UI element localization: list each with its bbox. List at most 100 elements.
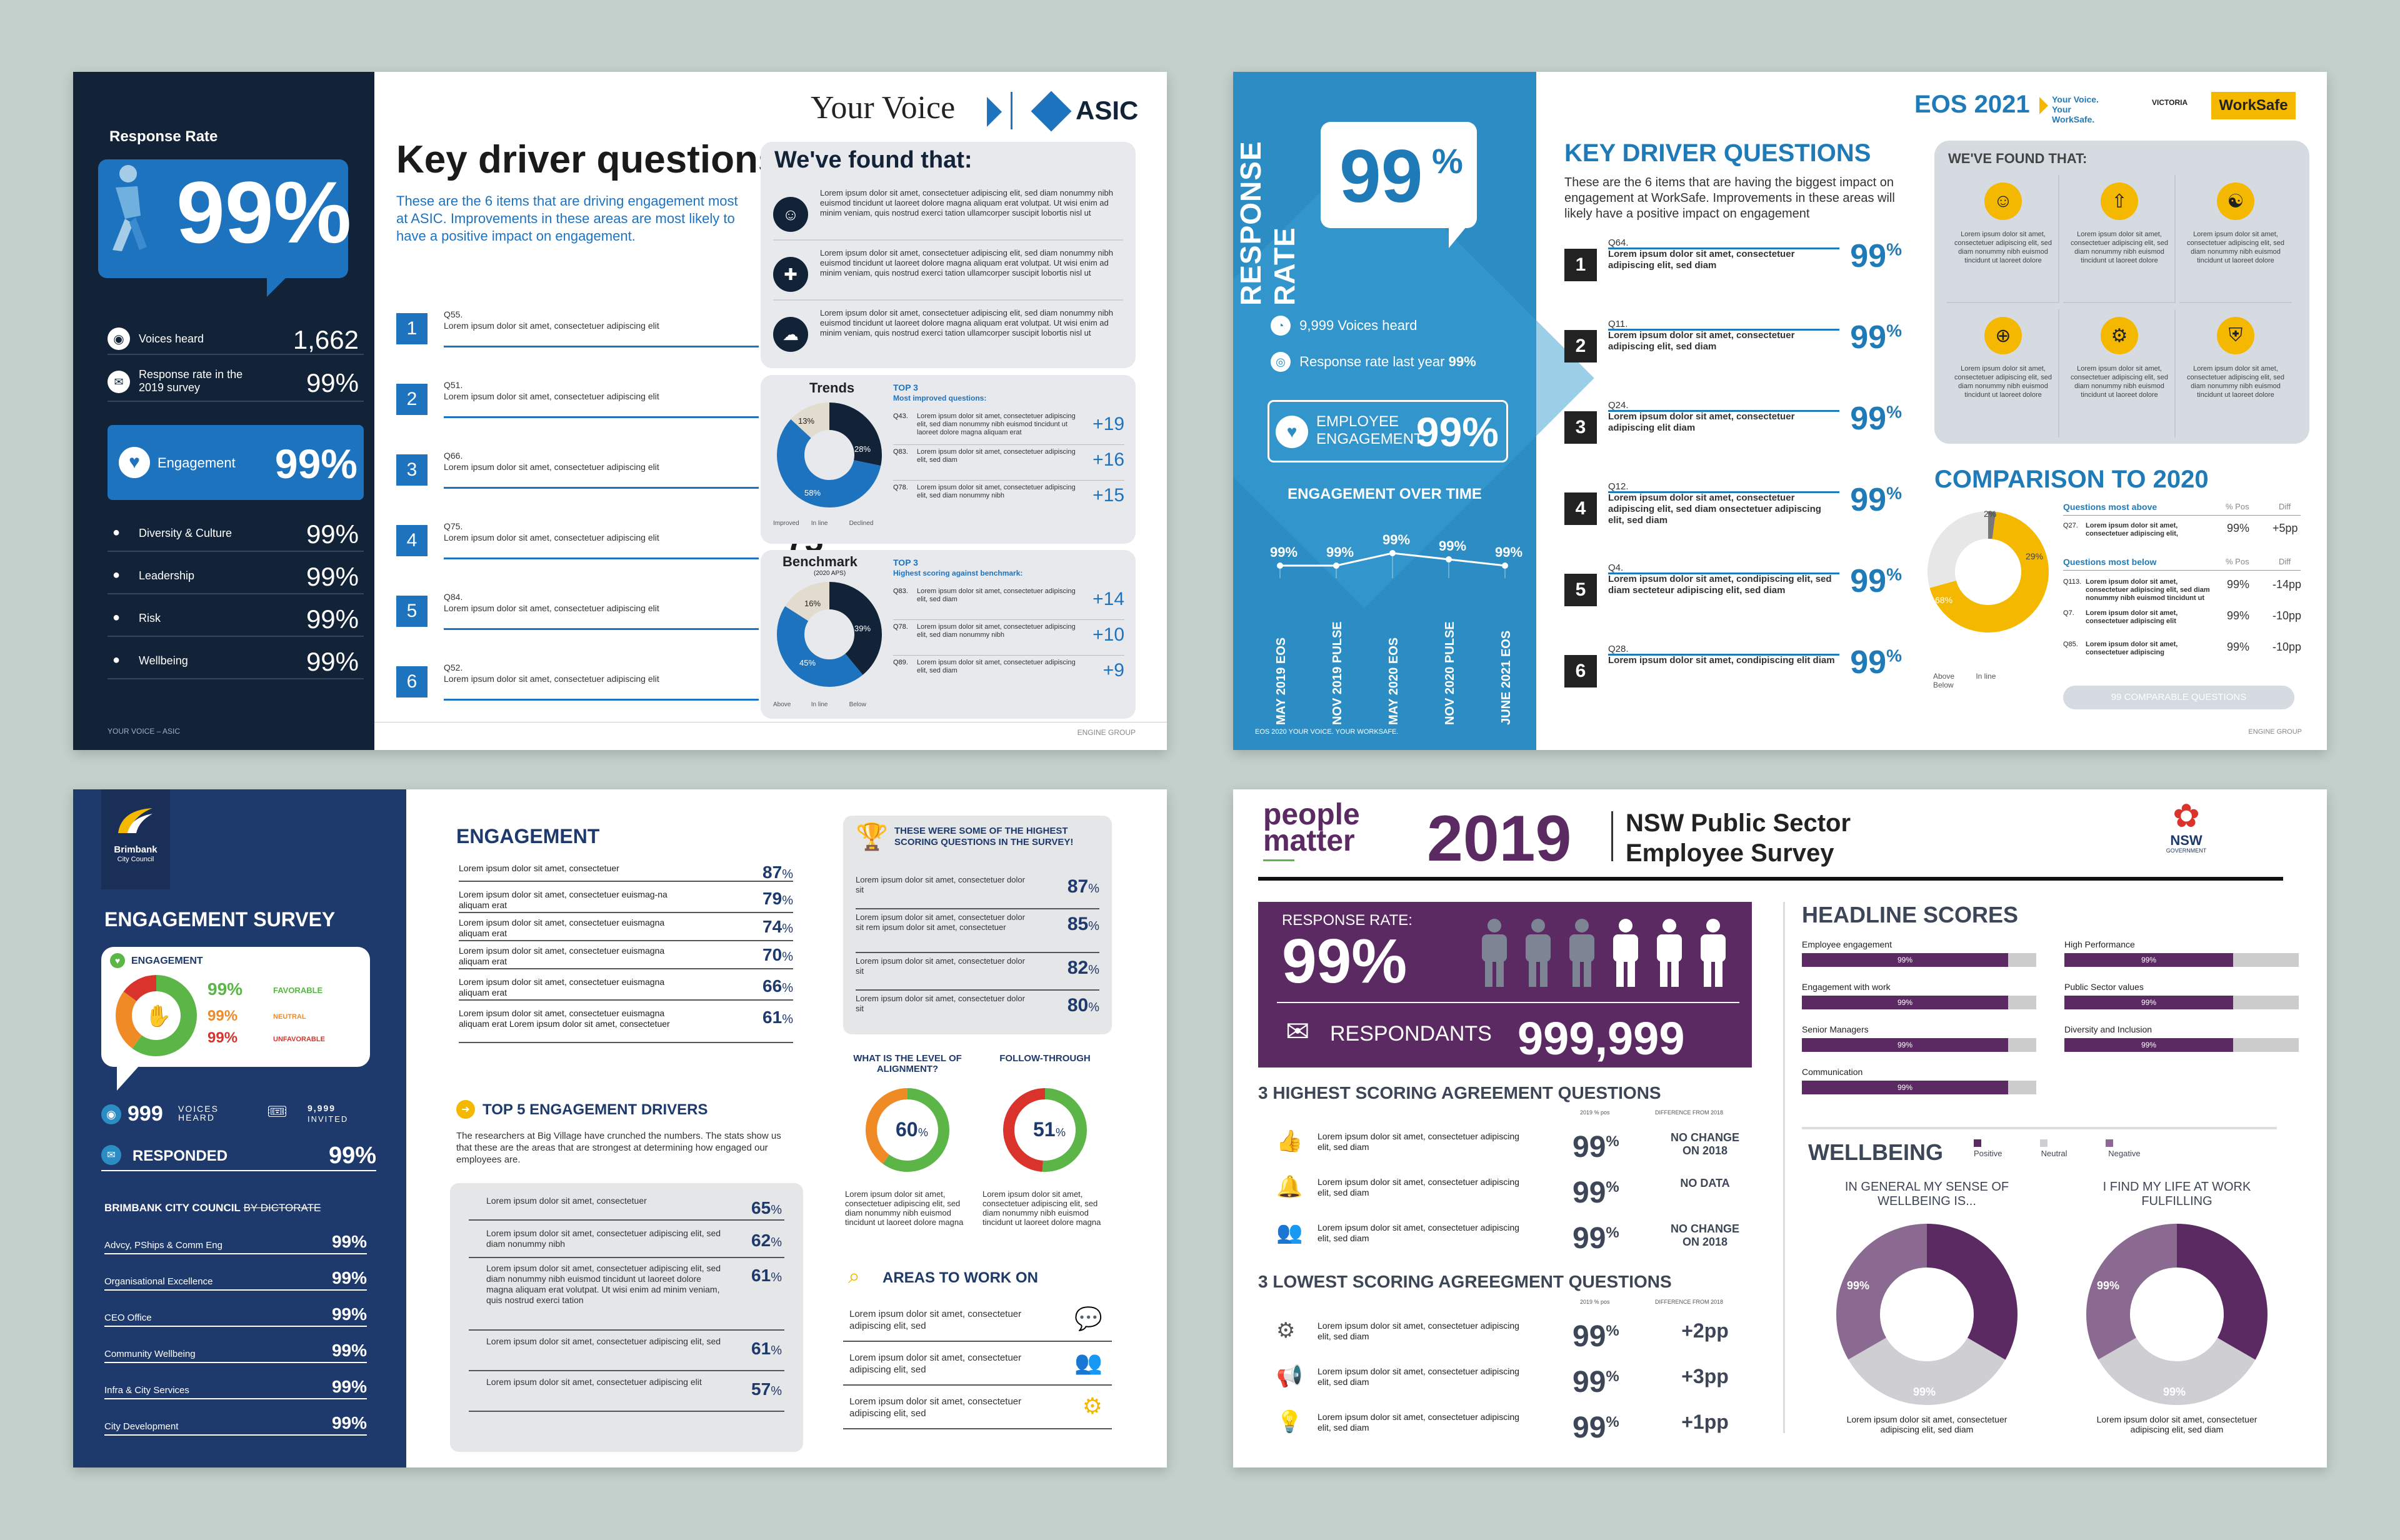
category-label: Diversity & Culture [139, 527, 232, 539]
neutral-value: 99% [208, 1008, 238, 1024]
highest-pct: 82% [1068, 958, 1099, 979]
driver-row: Lorem ipsum dolor sit amet, consectetuer… [469, 1377, 784, 1412]
pct-unit: % [1886, 646, 1902, 666]
big-unit: % [1432, 141, 1463, 181]
comparable-questions-button[interactable]: 99 COMPARABLE QUESTIONS [2063, 686, 2294, 709]
engagement-row: Lorem ipsum dolor sit amet, consectetuer… [459, 977, 793, 1001]
pct-unit: % [1606, 1322, 1619, 1339]
comparison-donut: 2% 68% 29% [1928, 509, 2049, 632]
person-figure-icon [1521, 918, 1556, 987]
headline-label: Employee engagement [1802, 939, 1892, 949]
plus-icon: ✚ [773, 257, 808, 292]
question-text: Lorem ipsum dolor sit amet, consectetuer… [1318, 1412, 1519, 1432]
question-diff: +3pp [1681, 1365, 1729, 1388]
item-delta: +16 [1092, 449, 1124, 470]
follow-unit: % [1056, 1126, 1066, 1139]
wb2-slice [2086, 1224, 2268, 1405]
item-qnum: Q83. [893, 448, 908, 456]
driver-text: Lorem ipsum dolor sit amet, consectetuer… [486, 1336, 721, 1346]
headline-label: Communication [1802, 1067, 1863, 1077]
driver-text: Lorem ipsum dolor sit amet, consectetuer… [444, 462, 659, 472]
headline-bar-fill: 99% [2064, 1038, 2233, 1052]
pct-unit: % [782, 1012, 793, 1026]
found-cell: ⚙ Lorem ipsum dolor sit amet, consectetue… [2063, 309, 2176, 438]
benchmark-slice-label: 45% [799, 658, 816, 668]
headline-label: Diversity and Inclusion [2064, 1024, 2152, 1034]
emp-eng-label: EMPLOYEE ENGAGEMENT [1316, 413, 1423, 448]
driver-pct: 61% [751, 1266, 782, 1286]
follow-slice [1003, 1088, 1087, 1172]
alignment-value: 60 [896, 1118, 918, 1141]
over-time-value: 99% [1270, 544, 1298, 560]
benchmark-slice-label: 39% [854, 624, 871, 633]
driver-text: Lorem ipsum dolor sit amet, condipiscing… [1608, 655, 1835, 666]
stat-value: 1,662 [292, 325, 359, 354]
headline-label: Public Sector values [2064, 982, 2144, 992]
person-figure-icon [1696, 918, 1731, 987]
driver-row: 1 Q64. Lorem ipsum dolor sit amet, consect… [1564, 238, 1902, 294]
drivers-intro: The researchers at Big Village have crun… [456, 1131, 781, 1165]
item-qnum: Q78. [893, 623, 908, 631]
work-item: Lorem ipsum dolor sit amet, consectetuer… [843, 1389, 1112, 1429]
driver-text: Lorem ipsum dolor sit amet, consectetuer… [444, 603, 659, 613]
alignment-unit: % [918, 1126, 928, 1139]
headline-bar: 99% [1802, 953, 2036, 967]
driver-text: Lorem ipsum dolor sit amet, consectetuer… [1608, 411, 1795, 433]
person-figure-icon [1564, 918, 1599, 987]
respondents-value: 999,999 [1518, 1012, 1685, 1064]
benchmark-panel: Benchmark (2020 APS) 39% 45% 16% Above I… [761, 550, 1136, 719]
engagement-row: Lorem ipsum dolor sit amet, consectetuer… [459, 946, 793, 969]
respondents-label: RESPONDANTS [1330, 1022, 1492, 1046]
driver-pct: 99% [1850, 644, 1902, 681]
legend-in-line: In line [811, 520, 828, 527]
comparison-title: COMPARISON TO 2020 [1934, 466, 2209, 493]
found-text: Lorem ipsum dolor sit amet, consectetuer… [820, 308, 1113, 338]
chevron-right-icon [987, 97, 1002, 127]
driver-text: Lorem ipsum dolor sit amet, consectetuer… [444, 321, 659, 331]
worksafe-logo: WorkSafe [2211, 92, 2296, 119]
driver-row: Lorem ipsum dolor sit amet, consectetuer… [469, 1196, 784, 1221]
idea-icon: 💡 [1276, 1410, 1303, 1434]
people-matter-logo: people matter [1263, 800, 1360, 856]
thumbs-up-icon: 👍 [1276, 1129, 1303, 1153]
legend-neutral: Neutral [2041, 1149, 2068, 1158]
driver-pct: 62% [751, 1231, 782, 1251]
headline-bar-fill: 99% [2064, 996, 2233, 1009]
category-row: ● Wellbeing 99% [108, 643, 364, 679]
headline-bar-fill: 99% [1802, 996, 2008, 1009]
col-diff: Diff [2279, 557, 2291, 566]
pct-value: 74 [762, 917, 782, 936]
bell-icon: 🔔 [1276, 1175, 1303, 1199]
driver-text: Lorem ipsum dolor sit amet, consectetuer… [444, 532, 659, 542]
comparison-slice-label: 68% [1935, 595, 1952, 605]
invited-row: 🎟 9,999 INVITED [267, 1102, 392, 1127]
trends-legend: Improved In line Declined [773, 520, 886, 527]
driver-qnum: Q52. [444, 662, 463, 672]
response-rate-value: 99% [176, 163, 352, 261]
highest-text: Lorem ipsum dolor sit amet, consectetuer… [856, 956, 1025, 976]
found-text: Lorem ipsum dolor sit amet, consectetuer… [1954, 365, 2052, 399]
above-title: Questions most above [2063, 502, 2158, 512]
item-qnum: Q113. [2063, 578, 2082, 586]
compare-item: Q27. Lorem ipsum dolor sit amet, consecte… [2063, 519, 2301, 548]
item-delta: +9 [1102, 660, 1124, 681]
driver-number: 3 [396, 454, 428, 486]
bench-top-label: TOP 3 [893, 558, 918, 568]
title-line2: Employee Survey [1626, 839, 1834, 867]
trophy-icon: 🏆 [856, 822, 889, 851]
question-pct: 99% [1572, 1221, 1619, 1256]
chat-bubble-icon: 💬 [1074, 1306, 1102, 1331]
chat-icon: ✉ [101, 1145, 121, 1165]
pct-unit: % [771, 1203, 782, 1217]
driver-rule [1608, 491, 1839, 493]
compare-item: Q85. Lorem ipsum dolor sit amet, consecte… [2063, 638, 2301, 667]
waratah-icon: ✿ [2172, 798, 2200, 834]
driver-text: Lorem ipsum dolor sit amet, consectetuer… [1608, 330, 1795, 352]
category-value: 99% [306, 519, 359, 549]
item-qnum: Q7. [2063, 609, 2074, 617]
comparison-slice-label: 29% [2026, 551, 2043, 561]
compare-item: Q113. Lorem ipsum dolor sit amet, consect… [2063, 576, 2301, 604]
footer-left: EOS 2020 YOUR VOICE. YOUR WORKSAFE. [1255, 728, 1399, 736]
lowest-col-headers: 2019 % pos DIFFERENCE FROM 2018 [1530, 1299, 1730, 1311]
page-title: KEY DRIVER QUESTIONS [1564, 139, 1871, 167]
